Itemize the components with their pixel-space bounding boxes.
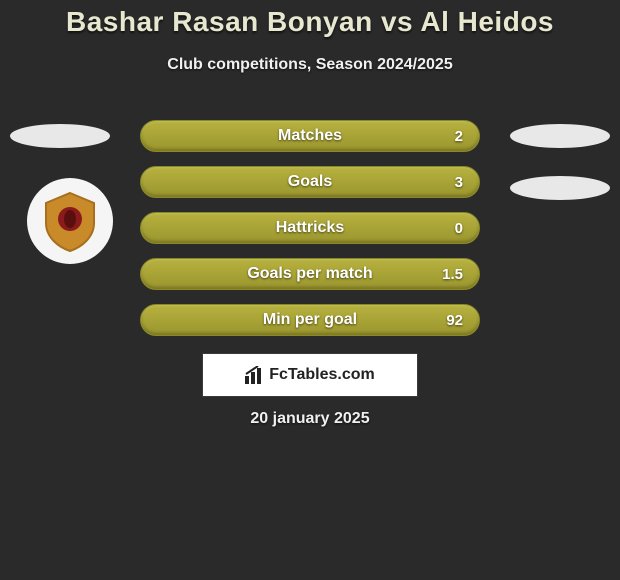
- stat-row-goals-per-match: Goals per match 1.5: [140, 258, 480, 290]
- brand-text: FcTables.com: [269, 366, 375, 384]
- stat-label: Matches: [278, 127, 342, 145]
- brand-box: FcTables.com: [202, 353, 418, 397]
- stat-row-matches: Matches 2: [140, 120, 480, 152]
- stat-value: 3: [455, 174, 463, 191]
- stat-value: 0: [455, 220, 463, 237]
- stats-panel: Matches 2 Goals 3 Hattricks 0 Goals per …: [140, 120, 480, 350]
- stat-row-min-per-goal: Min per goal 92: [140, 304, 480, 336]
- stat-row-goals: Goals 3: [140, 166, 480, 198]
- header: Bashar Rasan Bonyan vs Al Heidos Club co…: [0, 0, 620, 74]
- club-crest-icon: [38, 189, 102, 253]
- stat-value: 92: [446, 312, 463, 329]
- stat-label: Hattricks: [276, 219, 344, 237]
- club-badge: [27, 178, 113, 264]
- player-left-placeholder: [10, 124, 110, 148]
- page-subtitle: Club competitions, Season 2024/2025: [0, 56, 620, 74]
- stat-label: Min per goal: [263, 311, 357, 329]
- date-text: 20 january 2025: [0, 410, 620, 428]
- player-right-placeholder-1: [510, 124, 610, 148]
- bar-chart-icon: [245, 366, 265, 384]
- stat-label: Goals per match: [247, 265, 372, 283]
- stat-row-hattricks: Hattricks 0: [140, 212, 480, 244]
- stat-value: 2: [455, 128, 463, 145]
- page-title: Bashar Rasan Bonyan vs Al Heidos: [0, 6, 620, 38]
- stat-value: 1.5: [442, 266, 463, 283]
- stat-label: Goals: [288, 173, 332, 191]
- player-right-placeholder-2: [510, 176, 610, 200]
